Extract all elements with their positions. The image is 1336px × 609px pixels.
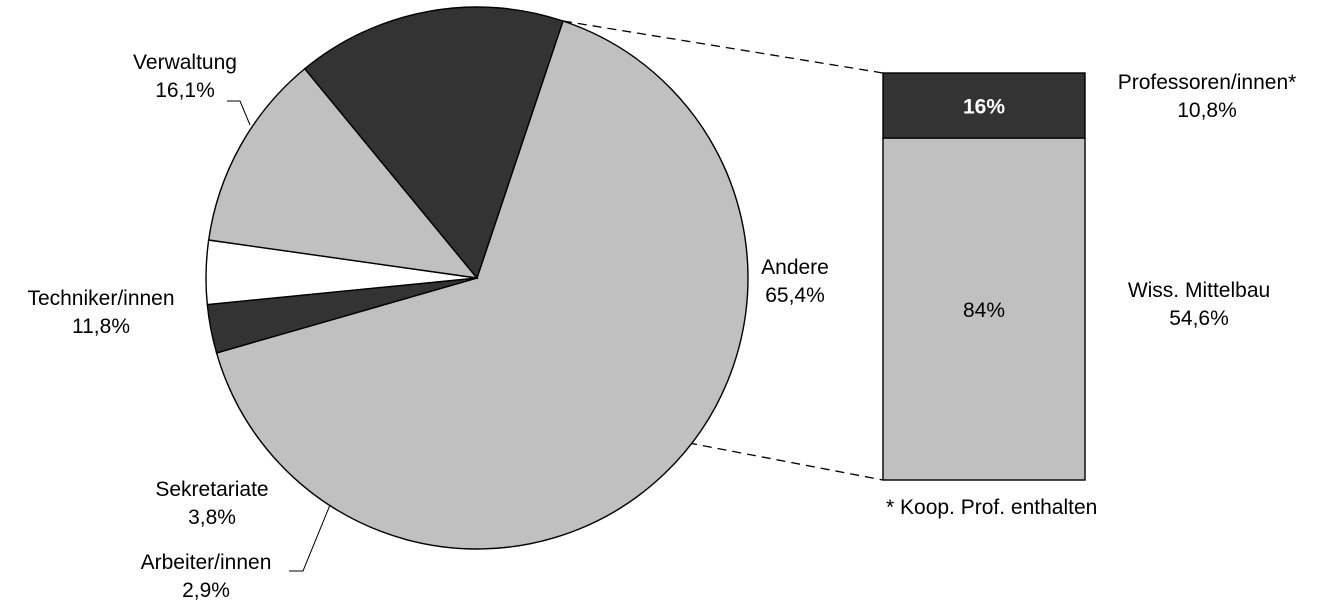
label-value-sekretariate: 3,8% xyxy=(188,506,236,529)
label-value-professoren-innen: 10,8% xyxy=(1177,99,1237,122)
stacked-bar: 16% 84% xyxy=(882,72,1086,481)
label-andere: Andere 65,4% xyxy=(761,256,829,307)
label-verwaltung: Verwaltung 16,1% xyxy=(133,51,237,102)
label-professoren-innen: Professoren/innen* 10,8% xyxy=(1118,71,1297,122)
label-wiss-mittelbau: Wiss. Mittelbau 54,6% xyxy=(1128,279,1270,330)
label-arbeiter-innen: Arbeiter/innen 2,9% xyxy=(141,551,272,602)
leader-line-arbeiter-innen xyxy=(289,504,331,572)
label-sekretariate: Sekretariate 3,8% xyxy=(155,478,268,529)
label-name-techniker-innen: Techniker/innen xyxy=(27,287,174,310)
leader-line-verwaltung xyxy=(227,100,251,126)
pie-slice-andere xyxy=(215,20,749,550)
label-name-professoren-innen: Professoren/innen* xyxy=(1118,71,1297,94)
label-value-wiss-mittelbau: 54,6% xyxy=(1169,307,1229,330)
pie-slice-verwaltung xyxy=(303,6,564,280)
pie-slice-techniker-innen xyxy=(207,67,479,279)
label-name-verwaltung: Verwaltung xyxy=(133,51,237,74)
label-name-wiss-mittelbau: Wiss. Mittelbau xyxy=(1128,279,1270,302)
label-name-arbeiter-innen: Arbeiter/innen xyxy=(141,551,272,574)
bar-segment-wiss-mittelbau xyxy=(882,137,1086,481)
label-value-andere: 65,4% xyxy=(765,284,825,307)
chart-labels: Andere 65,4% Verwaltung 16,1% Techniker/inne… xyxy=(27,51,1296,602)
footnote: * Koop. Prof. enthalten xyxy=(886,496,1097,519)
bar-share-label-wiss-mittelbau: 84% xyxy=(963,299,1005,322)
pie-chart xyxy=(205,6,749,550)
label-value-techniker-innen: 11,8% xyxy=(72,315,130,338)
bar-share-label-professoren-innen: 16% xyxy=(963,96,1005,119)
connector-line-top xyxy=(562,20,884,74)
label-value-arbeiter-innen: 2,9% xyxy=(182,579,230,602)
label-name-sekretariate: Sekretariate xyxy=(155,478,268,501)
label-value-verwaltung: 16,1% xyxy=(155,79,215,102)
bar-segment-professoren-innen xyxy=(882,72,1086,139)
label-techniker-innen: Techniker/innen 11,8% xyxy=(27,287,174,338)
label-name-andere: Andere xyxy=(761,256,829,279)
